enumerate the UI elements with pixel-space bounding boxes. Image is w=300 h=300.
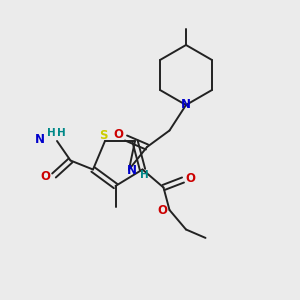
Text: O: O — [158, 203, 168, 217]
Text: N: N — [126, 164, 136, 177]
Text: H: H — [140, 170, 149, 180]
Text: S: S — [99, 129, 108, 142]
Text: H: H — [46, 128, 56, 138]
Text: O: O — [113, 128, 124, 142]
Text: N: N — [35, 133, 45, 146]
Text: O: O — [40, 170, 51, 184]
Text: H: H — [57, 128, 66, 138]
Text: N: N — [181, 98, 191, 112]
Text: O: O — [185, 172, 196, 185]
